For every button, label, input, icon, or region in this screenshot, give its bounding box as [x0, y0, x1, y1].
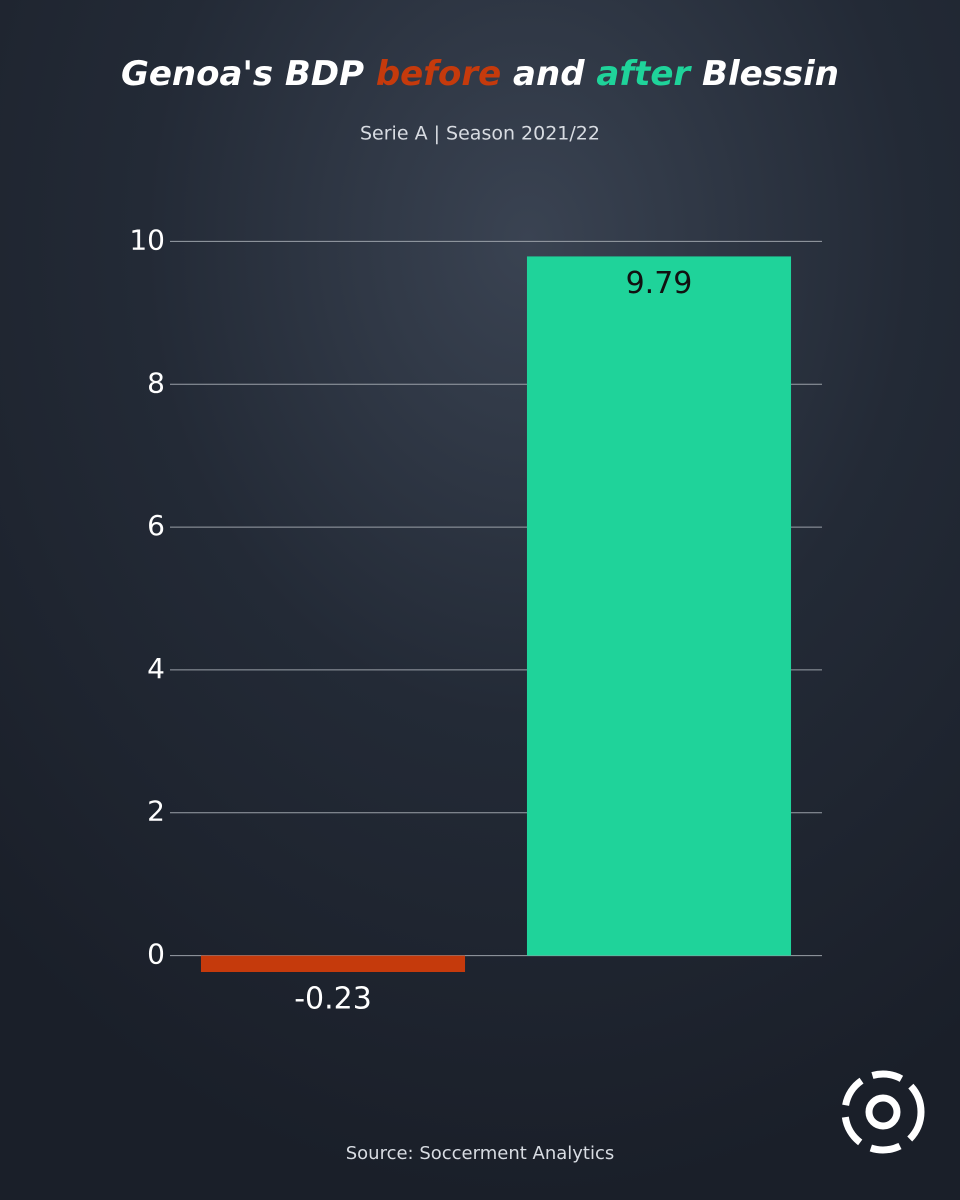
title-segment: after [596, 54, 692, 94]
chart-subtitle: Serie A | Season 2021/22 [360, 123, 600, 145]
title-segment: Genoa's BDP [121, 54, 376, 94]
value-label: 9.79 [626, 266, 693, 301]
y-tick-label: 10 [129, 223, 165, 256]
y-tick-label: 2 [147, 795, 165, 828]
title-segment: Blessin [690, 54, 839, 94]
bar [200, 955, 466, 973]
y-tick-label: 6 [147, 509, 165, 542]
value-label: -0.23 [294, 982, 372, 1017]
bar [526, 256, 792, 956]
y-tick-label: 8 [147, 366, 165, 399]
y-tick-label: 4 [147, 652, 165, 685]
logo [841, 1070, 925, 1154]
y-tick-label: 0 [147, 938, 165, 971]
source: Source: Soccerment Analytics [346, 1143, 615, 1164]
title-segment: and [501, 54, 596, 94]
title-segment: before [376, 54, 501, 94]
chart-title: Genoa's BDP before and after Blessin [121, 54, 839, 94]
